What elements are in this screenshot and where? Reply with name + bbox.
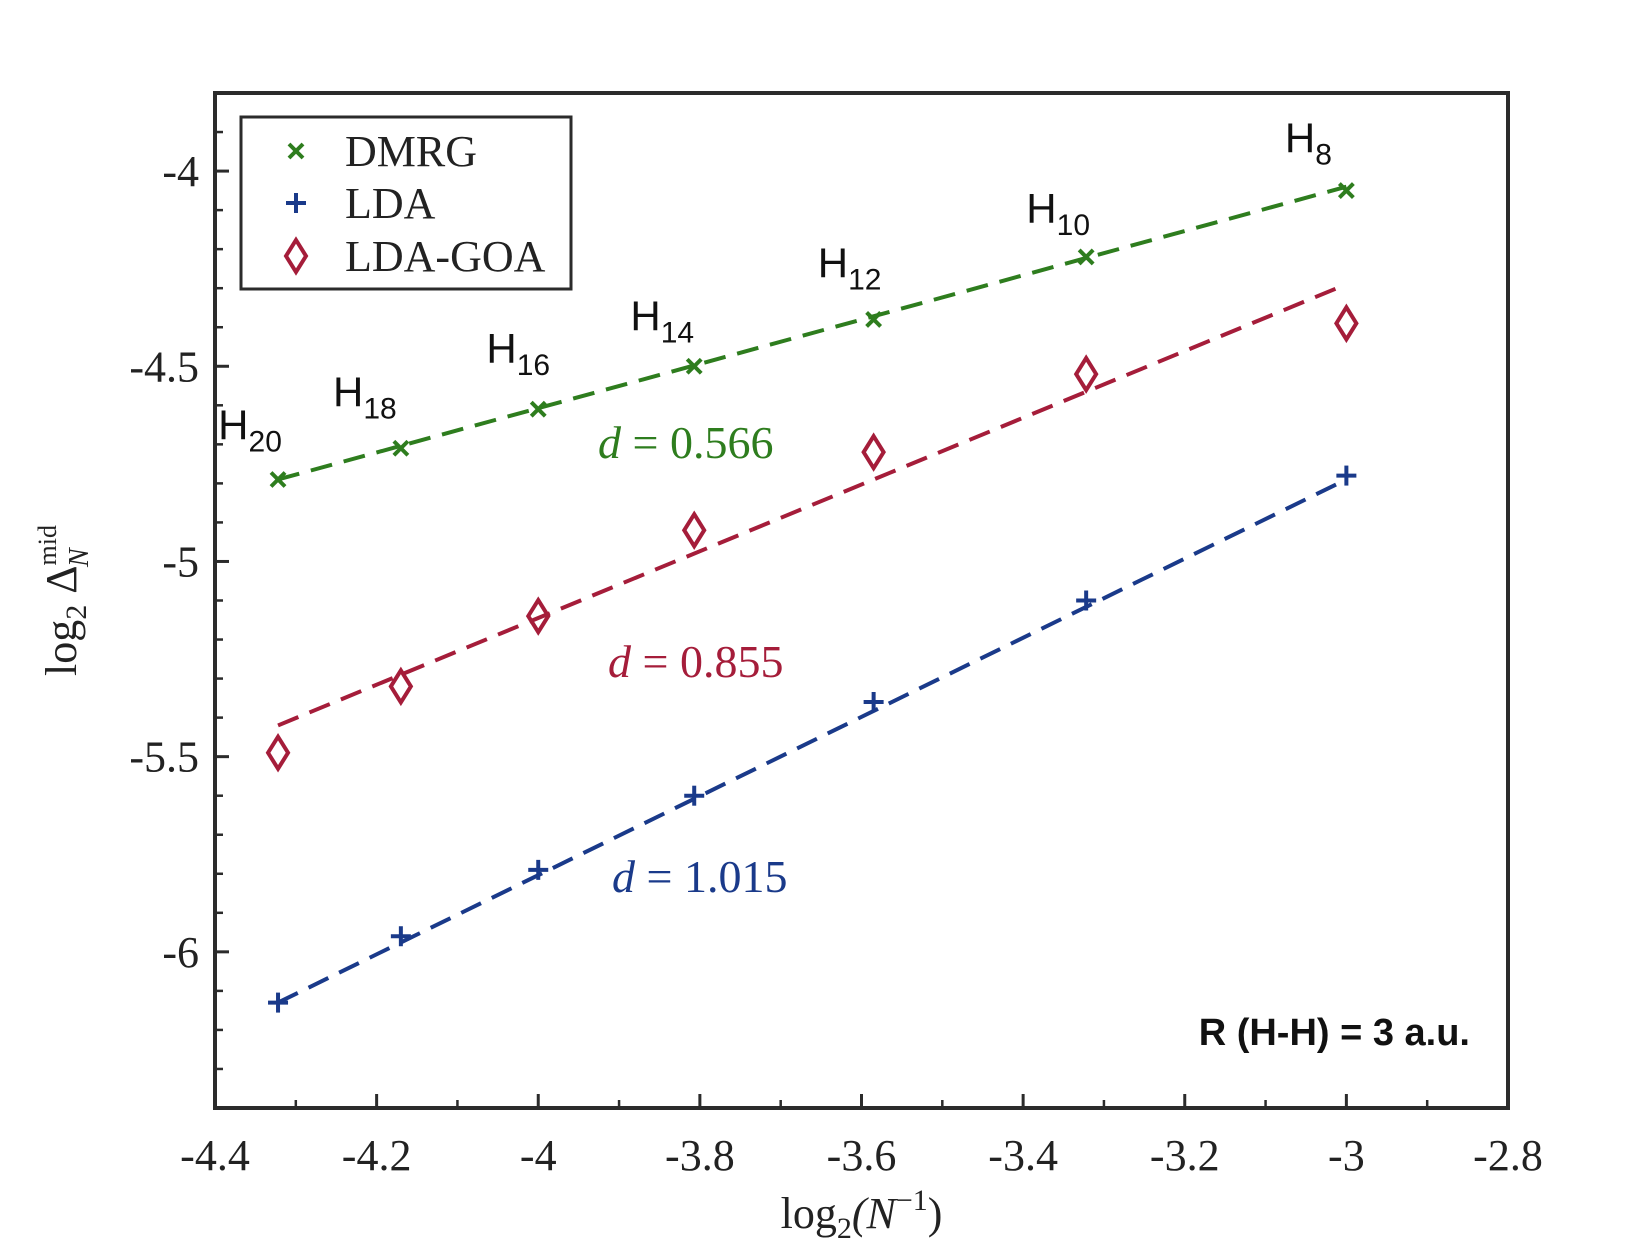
fit-line bbox=[277, 282, 1348, 728]
data-point bbox=[528, 859, 549, 880]
annotation-text: R (H-H) = 3 a.u. bbox=[1199, 1012, 1470, 1054]
marker-stroke bbox=[269, 471, 287, 488]
data-point bbox=[268, 992, 289, 1013]
marker-stroke bbox=[861, 432, 886, 472]
marker-stroke bbox=[283, 236, 309, 276]
data-point bbox=[865, 311, 883, 328]
marker-stroke bbox=[388, 666, 414, 707]
marker-stroke bbox=[1337, 182, 1355, 200]
y-tick-label: -4 bbox=[162, 147, 199, 196]
point-label: H8 bbox=[1285, 115, 1332, 172]
slope-label: d = 0.855 bbox=[608, 636, 783, 687]
legend-marker bbox=[286, 193, 306, 213]
legend-label: LDA bbox=[345, 179, 436, 228]
point-label: H12 bbox=[818, 239, 882, 296]
data-point bbox=[1073, 354, 1099, 394]
fit-line bbox=[277, 184, 1347, 482]
y-tick-label: -5 bbox=[162, 537, 199, 586]
y-axis-title-group: log2 ΔmidN bbox=[33, 525, 95, 676]
data-point bbox=[684, 785, 705, 806]
x-tick-label: -4 bbox=[520, 1131, 557, 1180]
data-point bbox=[265, 732, 291, 773]
data-point bbox=[863, 692, 884, 712]
legend-marker bbox=[283, 236, 309, 276]
point-label: H14 bbox=[630, 292, 694, 349]
legend-label: LDA-GOA bbox=[345, 232, 546, 281]
y-tick-label: -6 bbox=[162, 928, 199, 977]
data-point bbox=[529, 400, 547, 418]
data-point bbox=[390, 926, 411, 947]
marker-stroke bbox=[392, 439, 410, 457]
point-label: H16 bbox=[486, 325, 550, 382]
fit-line bbox=[277, 477, 1348, 1005]
x-tick-label: -2.8 bbox=[1473, 1131, 1543, 1180]
series-lda-goa bbox=[265, 282, 1359, 773]
data-point bbox=[861, 432, 886, 472]
marker-stroke bbox=[685, 357, 703, 375]
marker-stroke bbox=[1334, 303, 1359, 344]
marker-stroke bbox=[681, 510, 707, 551]
point-label: H10 bbox=[1026, 185, 1090, 242]
x-tick-label: -3.4 bbox=[988, 1131, 1058, 1180]
x-tick-label: -3.2 bbox=[1150, 1131, 1220, 1180]
legend-marker bbox=[287, 142, 305, 160]
series-dmrg bbox=[269, 182, 1355, 488]
marker-stroke bbox=[265, 732, 291, 773]
marker-stroke bbox=[287, 142, 305, 160]
x-tick-label: -4.4 bbox=[180, 1131, 250, 1180]
slope-label: d = 0.566 bbox=[598, 417, 773, 468]
data-point bbox=[681, 510, 707, 551]
marker-stroke bbox=[1073, 354, 1099, 394]
data-point bbox=[392, 439, 410, 457]
data-point bbox=[1076, 590, 1097, 611]
y-axis-title: log2 ΔmidN bbox=[33, 525, 95, 676]
y-tick-label: -4.5 bbox=[129, 342, 199, 391]
data-point bbox=[1334, 303, 1359, 344]
x-tick-label: -3.8 bbox=[665, 1131, 735, 1180]
data-point bbox=[525, 596, 551, 636]
x-axis-title: log2(N−1) bbox=[781, 1184, 943, 1238]
y-tick-label: -5.5 bbox=[129, 733, 199, 782]
series-lda bbox=[268, 465, 1357, 1013]
data-point bbox=[388, 666, 414, 707]
point-label: H20 bbox=[218, 401, 282, 458]
x-tick-label: -4.2 bbox=[342, 1131, 412, 1180]
data-point bbox=[1337, 182, 1355, 200]
marker-stroke bbox=[525, 596, 551, 636]
point-label: H18 bbox=[333, 368, 397, 425]
data-point bbox=[685, 357, 703, 375]
data-point bbox=[269, 471, 287, 488]
data-point bbox=[1077, 248, 1095, 266]
marker-stroke bbox=[529, 400, 547, 418]
data-point bbox=[1336, 465, 1357, 486]
slope-label: d = 1.015 bbox=[612, 851, 787, 902]
marker-stroke bbox=[1077, 248, 1095, 266]
legend-label: DMRG bbox=[345, 127, 477, 176]
marker-stroke bbox=[865, 311, 883, 328]
x-tick-label: -3.6 bbox=[827, 1131, 897, 1180]
x-tick-label: -3 bbox=[1328, 1131, 1365, 1180]
